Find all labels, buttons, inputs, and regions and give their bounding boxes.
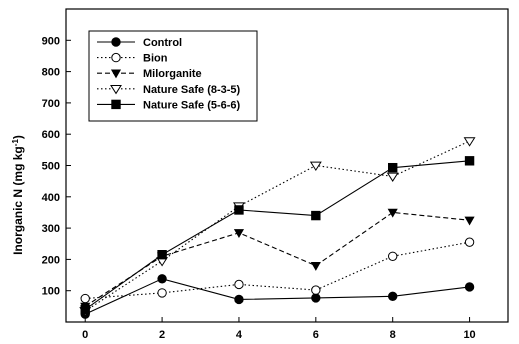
x-tick-label: 0 (82, 329, 88, 341)
data-point (387, 208, 398, 218)
data-point (387, 162, 398, 173)
y-axis: 100 200 300 400 500 600 700 800 900 (42, 35, 71, 298)
series-line (84, 160, 470, 310)
series-line (84, 211, 470, 307)
y-tick-label: 900 (42, 35, 60, 47)
data-point (309, 161, 322, 172)
legend-label: Milorganite (143, 68, 202, 80)
legend-marker (111, 52, 121, 63)
x-tick-label: 8 (390, 329, 396, 341)
y-tick-label: 100 (42, 286, 60, 298)
data-point (80, 304, 90, 315)
series-layer (79, 137, 476, 319)
series-1 (80, 237, 475, 304)
legend-item: Nature Safe (5-6-6) (97, 99, 241, 111)
data-point (234, 205, 244, 215)
data-point (310, 262, 321, 271)
legend-label: Bion (143, 53, 168, 65)
data-point (464, 282, 475, 292)
series-0 (80, 274, 475, 319)
data-point (387, 251, 398, 261)
data-point (464, 237, 475, 247)
legend-item: Nature Safe (8-3-5) (97, 84, 241, 96)
y-tick-label: 200 (42, 254, 60, 266)
legend-item: Bion (97, 53, 168, 65)
x-tick-label: 4 (236, 329, 243, 341)
y-tick-label: 400 (42, 192, 60, 204)
data-point (233, 229, 245, 239)
y-tick-label: 300 (42, 223, 60, 235)
data-point (464, 216, 475, 226)
y-axis-title-superscript: -1 (11, 139, 20, 147)
data-point (80, 293, 90, 304)
legend-item: Milorganite (97, 68, 202, 80)
data-point (386, 172, 399, 183)
data-point (464, 156, 475, 166)
x-tick-label: 10 (463, 329, 475, 341)
legend-marker (110, 84, 122, 95)
data-point (157, 274, 167, 284)
y-tick-label: 600 (42, 129, 60, 141)
series-4 (80, 156, 475, 315)
data-point (311, 293, 321, 303)
legend-label: Control (143, 37, 182, 49)
y-tick-label: 700 (42, 98, 60, 110)
data-point (234, 279, 244, 290)
x-tick-label: 6 (313, 329, 319, 341)
legend-label: Nature Safe (5-6-6) (143, 99, 241, 111)
data-point (387, 291, 398, 302)
y-tick-label: 800 (42, 67, 60, 79)
series-line (85, 241, 470, 300)
y-axis-title-text: Inorganic N (mg kg (11, 146, 25, 255)
x-axis: 0 2 4 6 8 10 (82, 317, 476, 341)
legend-marker (111, 99, 121, 110)
y-axis-title-suffix: ) (11, 135, 25, 139)
data-point (311, 210, 321, 221)
series-line (84, 278, 470, 315)
legend-marker (111, 37, 121, 47)
data-point (234, 294, 244, 305)
data-point (463, 137, 476, 147)
data-point (311, 285, 321, 295)
data-point (157, 250, 167, 260)
series-2 (80, 208, 475, 312)
y-tick-label: 500 (42, 161, 60, 173)
y-axis-title: Inorganic N (mg kg-1) (11, 135, 25, 255)
legend: Control Bion Milorganite Nature Safe (8-3-5… (88, 30, 258, 122)
data-point (157, 288, 167, 298)
x-tick-label: 2 (159, 329, 165, 341)
series-line (84, 140, 470, 312)
legend-marker (110, 69, 122, 79)
legend-label: Nature Safe (8-3-5) (143, 84, 241, 96)
legend-item: Control (97, 37, 182, 49)
